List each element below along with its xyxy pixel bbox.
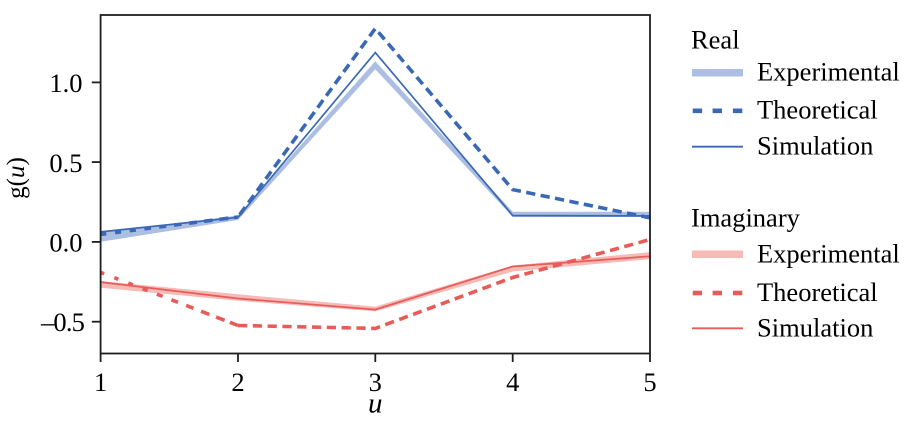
svg-text:g(u): g(u)	[3, 157, 30, 199]
svg-text:u: u	[368, 388, 383, 420]
svg-text:Theoretical: Theoretical	[757, 277, 878, 307]
svg-text:3: 3	[369, 367, 382, 397]
svg-text:Experimental: Experimental	[757, 57, 900, 87]
svg-text:1: 1	[94, 367, 107, 397]
svg-text:Simulation: Simulation	[757, 131, 873, 161]
svg-text:0.0: 0.0	[49, 228, 82, 258]
svg-text:Theoretical: Theoretical	[757, 95, 878, 125]
svg-text:Real: Real	[691, 25, 740, 55]
svg-text:1.0: 1.0	[49, 68, 82, 98]
svg-text:–0.5: –0.5	[40, 307, 85, 337]
svg-text:Simulation: Simulation	[757, 313, 873, 343]
svg-text:2: 2	[231, 367, 244, 397]
svg-text:0.5: 0.5	[49, 148, 82, 178]
svg-text:4: 4	[506, 367, 519, 397]
svg-text:5: 5	[643, 367, 656, 397]
svg-text:Imaginary: Imaginary	[691, 203, 801, 233]
svg-text:Experimental: Experimental	[757, 239, 900, 269]
